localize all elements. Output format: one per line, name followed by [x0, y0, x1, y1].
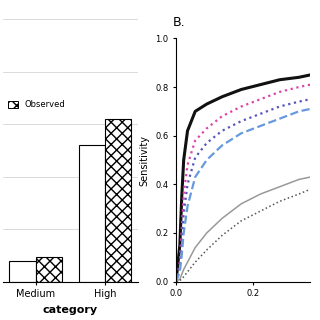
X-axis label: category: category: [43, 305, 98, 315]
Bar: [79, 145, 105, 282]
Bar: [9, 260, 36, 282]
Bar: [36, 257, 62, 282]
Legend: Observed: Observed: [5, 97, 69, 113]
Text: B.: B.: [173, 16, 185, 29]
Bar: [105, 119, 132, 282]
Y-axis label: Sensitivity: Sensitivity: [140, 134, 149, 186]
